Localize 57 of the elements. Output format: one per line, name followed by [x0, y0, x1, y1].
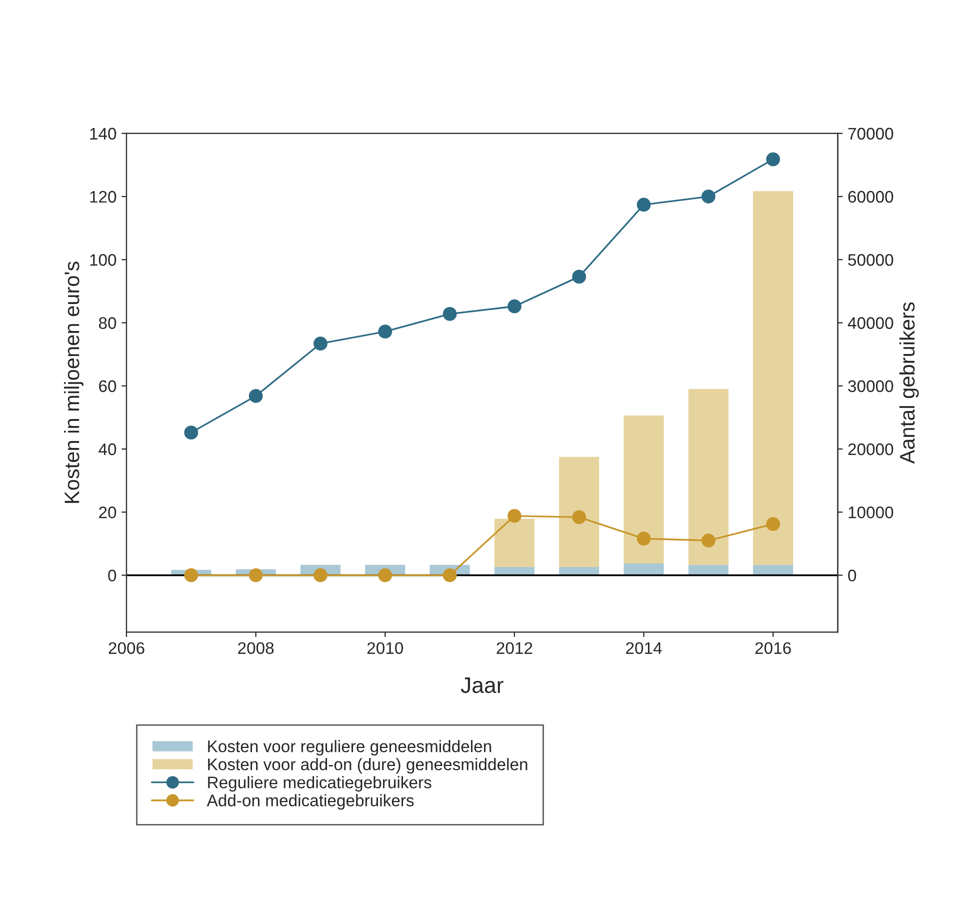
x-tick-label: 2012	[496, 642, 532, 654]
legend-label: Kosten voor reguliere geneesmiddelen	[208, 740, 492, 756]
point	[572, 510, 586, 524]
bar	[494, 518, 534, 568]
bar	[688, 389, 728, 565]
point	[378, 568, 392, 582]
y-tick-label: 60	[99, 380, 116, 392]
y2-tick-label: 30000	[848, 380, 894, 392]
y2-tick-label: 60000	[848, 190, 894, 203]
point	[701, 534, 716, 548]
x-tick-label: 2010	[367, 642, 404, 654]
y-tick-label: 20	[99, 506, 116, 518]
point	[701, 190, 716, 204]
point	[378, 324, 392, 339]
y2-tick-label: 50000	[848, 254, 894, 266]
point	[636, 532, 651, 546]
y-axis-title: Kosten in miljoenen euro's	[64, 262, 84, 503]
point	[766, 517, 780, 532]
y-tick-label: 80	[98, 317, 116, 329]
point	[248, 389, 263, 403]
point	[766, 152, 780, 166]
point	[314, 336, 328, 351]
x-axis-title: Jaar	[460, 678, 504, 694]
bar	[624, 416, 664, 564]
legend-label: Kosten voor add-on (dure) geneesmiddelen	[208, 758, 528, 774]
point	[442, 306, 457, 321]
bar	[624, 564, 664, 576]
y-tick-label: 120	[90, 190, 116, 203]
point	[572, 270, 586, 284]
y2-axis-title: Aantal gebruikers	[899, 302, 919, 464]
y2-tick-label: 40000	[848, 317, 894, 329]
bar	[753, 564, 794, 576]
point	[184, 426, 198, 440]
y2-tick-label: 20000	[848, 443, 894, 456]
point	[508, 299, 522, 314]
y-tick-label: 0	[108, 570, 116, 582]
point	[184, 568, 198, 582]
legend-label: Add-on medicatiegebruikers	[206, 794, 414, 810]
y2-tick-label: 70000	[848, 128, 894, 140]
legend-label: Reguliere medicatiegebruikers	[208, 776, 432, 792]
point	[248, 568, 263, 582]
bar	[753, 191, 794, 565]
y2-tick-label: 0	[848, 570, 856, 582]
x-tick-label: 2006	[108, 642, 144, 654]
y2-tick-label: 10000	[848, 506, 894, 518]
point	[314, 568, 328, 582]
y-tick-label: 100	[90, 254, 116, 266]
bar	[688, 564, 728, 576]
y-tick-label: 140	[90, 128, 116, 140]
point	[508, 508, 522, 523]
x-tick-label: 2014	[626, 642, 662, 654]
point	[442, 568, 457, 582]
bar	[559, 456, 600, 568]
x-tick-label: 2008	[238, 642, 274, 654]
y-tick-label: 40	[98, 443, 116, 456]
x-tick-label: 2016	[755, 642, 791, 654]
point	[636, 198, 651, 212]
